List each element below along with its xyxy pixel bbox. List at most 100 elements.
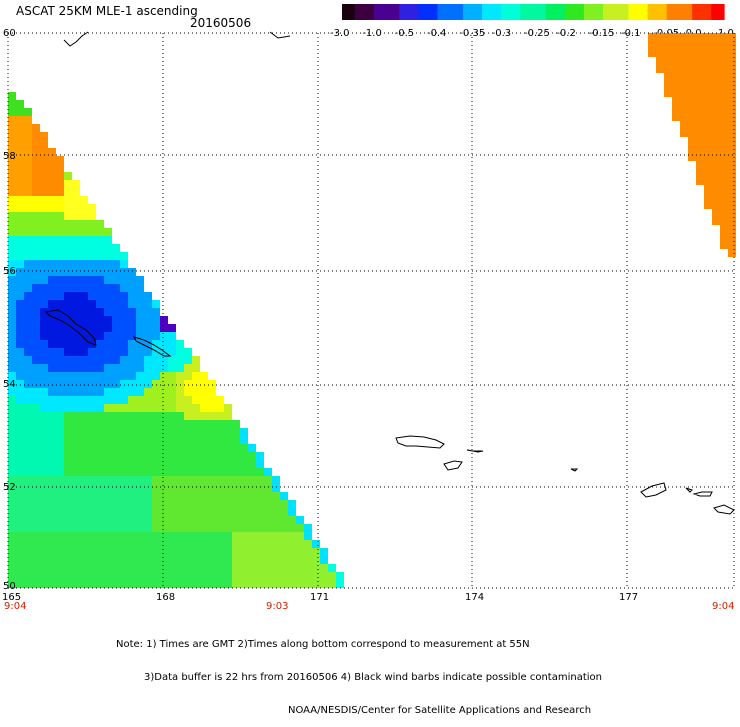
data-cell [80, 356, 88, 364]
data-cell [32, 572, 40, 580]
data-cell [712, 193, 720, 201]
data-cell [664, 73, 672, 81]
data-cell [32, 292, 40, 300]
lat-label-50: 50 [3, 581, 16, 592]
data-cell [72, 244, 80, 252]
data-cell [248, 476, 256, 484]
data-cell [216, 500, 224, 508]
data-cell [112, 284, 120, 292]
data-cell [272, 492, 280, 500]
data-cell [184, 516, 192, 524]
data-cell [8, 532, 16, 540]
data-cell [152, 340, 160, 348]
data-cell [88, 516, 96, 524]
data-cell [72, 212, 80, 220]
data-cell [48, 172, 56, 180]
data-cell [208, 444, 216, 452]
data-cell [40, 396, 48, 404]
data-cell [320, 572, 328, 580]
data-cell [672, 113, 680, 121]
colorbar-swatch [622, 4, 630, 20]
data-cell [64, 172, 72, 180]
data-cell [24, 556, 32, 564]
data-cell [120, 580, 128, 588]
data-cell [656, 41, 664, 49]
data-cell [688, 89, 696, 97]
data-cell [40, 428, 48, 436]
data-cell [72, 404, 80, 412]
data-cell [24, 108, 32, 116]
data-cell [16, 548, 24, 556]
data-cell [48, 404, 56, 412]
data-cell [16, 532, 24, 540]
data-cell [48, 220, 56, 228]
data-cell [240, 516, 248, 524]
data-cell [696, 129, 704, 137]
data-cell [176, 436, 184, 444]
colorbar-swatch [558, 4, 566, 20]
data-cell [144, 332, 152, 340]
data-cell [720, 233, 728, 241]
data-cell [176, 476, 184, 484]
data-cell [24, 452, 32, 460]
data-cell [112, 516, 120, 524]
data-cell [168, 348, 176, 356]
data-cell [40, 348, 48, 356]
colorbar-label: -3.0 [330, 28, 350, 39]
data-cell [80, 276, 88, 284]
data-cell [88, 508, 96, 516]
data-cell [64, 532, 72, 540]
colorbar-swatch [641, 4, 649, 20]
data-cell [24, 428, 32, 436]
data-cell [664, 81, 672, 89]
data-cell [72, 188, 80, 196]
data-cell [88, 492, 96, 500]
data-cell [48, 252, 56, 260]
data-cell [152, 492, 160, 500]
data-cell [144, 380, 152, 388]
data-cell [216, 556, 224, 564]
data-cell [200, 396, 208, 404]
data-cell [40, 436, 48, 444]
data-cell [32, 364, 40, 372]
data-cell [96, 324, 104, 332]
data-cell [56, 348, 64, 356]
data-cell [264, 548, 272, 556]
data-cell [128, 508, 136, 516]
data-cell [288, 524, 296, 532]
data-cell [48, 292, 56, 300]
data-cell [32, 468, 40, 476]
data-cell [8, 140, 16, 148]
data-cell [48, 556, 56, 564]
data-cell [8, 468, 16, 476]
data-cell [120, 356, 128, 364]
data-cell [24, 412, 32, 420]
data-cell [728, 249, 736, 257]
data-cell [8, 236, 16, 244]
data-cell [248, 444, 256, 452]
data-cell [104, 356, 112, 364]
data-cell [8, 300, 16, 308]
data-cell [56, 300, 64, 308]
data-cell [96, 452, 104, 460]
data-cell [48, 348, 56, 356]
data-cell [120, 572, 128, 580]
data-cell [152, 572, 160, 580]
data-cell [88, 268, 96, 276]
data-cell [64, 492, 72, 500]
data-cell [280, 548, 288, 556]
kiska-island-outline [640, 482, 667, 498]
data-cell [168, 356, 176, 364]
data-cell [144, 532, 152, 540]
data-cell [104, 572, 112, 580]
data-cell [88, 404, 96, 412]
colorbar-swatch [679, 4, 687, 20]
data-cell [16, 580, 24, 588]
data-cell [56, 508, 64, 516]
data-cell [16, 188, 24, 196]
data-cell [120, 340, 128, 348]
colorbar-swatch [571, 4, 579, 20]
data-cell [272, 564, 280, 572]
data-cell [80, 444, 88, 452]
data-cell [112, 300, 120, 308]
